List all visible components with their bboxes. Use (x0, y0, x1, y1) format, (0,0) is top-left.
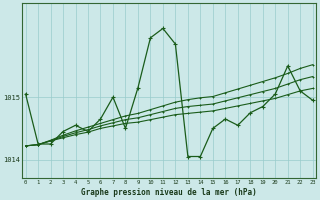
X-axis label: Graphe pression niveau de la mer (hPa): Graphe pression niveau de la mer (hPa) (81, 188, 257, 197)
